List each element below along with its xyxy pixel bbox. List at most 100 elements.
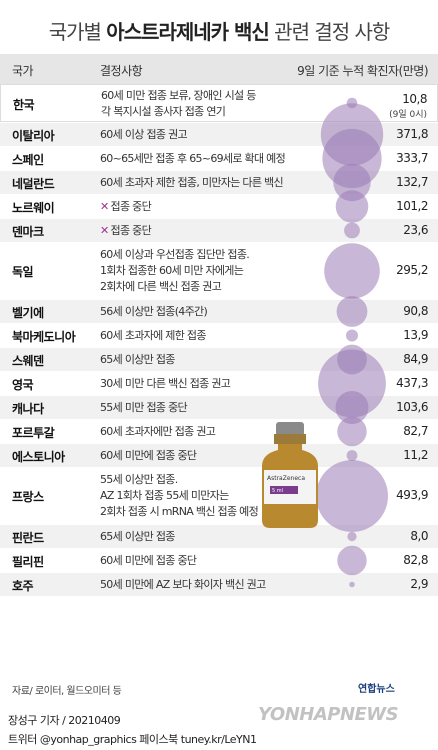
decision-line: 65세 이상만 접종 — [100, 352, 175, 366]
country-label: 필리핀 — [12, 554, 44, 569]
vial-label-brand: AstraZeneca — [267, 475, 305, 482]
decision-text: 30세 미만 다른 백신 접종 권고 — [100, 376, 340, 392]
decision-text: 55세 이상만 접종. AZ 1회차 접종 55세 미만자는 2회차 접종 시 mR… — [100, 472, 340, 520]
decision-text: 56세 이상만 접종(4주간) — [100, 304, 340, 320]
table-row: 핀란드 65세 이상만 접종 8,0 — [0, 525, 438, 548]
decision-line: 56세 이상만 접종(4주간) — [100, 304, 208, 318]
vaccine-vial-image: AstraZeneca 5 ml — [262, 422, 318, 528]
table-row: 독일 60세 이상과 우선접종 집단만 접종. 1회차 접종한 60세 미만 자에게… — [0, 243, 438, 299]
table-row: 포르투갈 60세 초과자에만 접종 권고 82,7 — [0, 420, 438, 443]
decision-line: 60세 미만에 접종 중단 — [100, 448, 197, 462]
decision-line: 60세 이상 접종 권고 — [100, 127, 188, 141]
table-row: 에스토니아 60세 미만에 접종 중단 11,2 — [0, 444, 438, 467]
table-row: 노르웨이 ✕ 접종 중단 101,2 — [0, 195, 438, 218]
decision-line: 65세 이상만 접종 — [100, 529, 175, 543]
vial-label-volume: 5 ml — [272, 488, 283, 494]
table-header: 국가 결정사항 9일 기준 누적 확진자(만명) — [0, 54, 438, 84]
table-row: 프랑스 55세 이상만 접종. AZ 1회차 접종 55세 미만자는 2회차 접종 시… — [0, 468, 438, 524]
yonhap-watermark: YONHAPNEWS — [258, 704, 399, 725]
decision-text: 60세 이상 접종 권고 — [100, 127, 340, 143]
value-label: 2,9 — [410, 576, 428, 591]
decision-text: 60세 이상과 우선접종 집단만 접종. 1회차 접종한 60세 미만 자에게는 2… — [100, 247, 340, 295]
country-label: 북마케도니아 — [12, 329, 76, 344]
header-value: 9일 기준 누적 확진자(만명) — [297, 64, 428, 78]
value-label: 84,9 — [403, 351, 428, 366]
country-label: 노르웨이 — [12, 200, 55, 215]
decision-text: 60세 초과자 제한 접종, 미만자는 다른 백신 — [100, 175, 340, 191]
country-label: 영국 — [12, 377, 34, 392]
value-label: 11,2 — [403, 447, 428, 462]
value-label: 101,2 — [396, 198, 428, 213]
value-label: 13,9 — [403, 327, 428, 342]
country-label: 벨기에 — [12, 305, 44, 320]
decision-text: 60~65세만 접종 후 65~69세로 확대 예정 — [100, 151, 340, 167]
decision-line: 55세 미만 접종 중단 — [100, 400, 188, 414]
decision-text: 65세 이상만 접종 — [100, 352, 340, 368]
decision-text: ✕ 접종 중단 — [100, 223, 340, 239]
value-label: 437,3 — [396, 375, 428, 390]
country-label: 이탈리아 — [12, 128, 55, 143]
country-label: 포르투갈 — [12, 425, 55, 440]
table-row: 호주 50세 미만에 AZ 보다 화이자 백신 권고 2,9 — [0, 573, 438, 596]
country-label: 에스토니아 — [12, 449, 65, 464]
decision-text: 60세 미만에 접종 중단 — [100, 448, 340, 464]
decision-text: 55세 미만 접종 중단 — [100, 400, 340, 416]
decision-text: 50세 미만에 AZ 보다 화이자 백신 권고 — [100, 577, 340, 593]
table-row: 네덜란드 60세 초과자 제한 접종, 미만자는 다른 백신 132,7 — [0, 171, 438, 194]
decision-line: 60세 이상과 우선접종 집단만 접종. — [100, 248, 250, 261]
value-label: 82,7 — [403, 423, 428, 438]
table-row: 캐나다 55세 미만 접종 중단 103,6 — [0, 396, 438, 419]
decision-line: 접종 중단 — [110, 199, 152, 213]
page-title: 국가별 아스트라제네카 백신 관련 결정 사항 — [48, 20, 391, 44]
source-note: 자료/ 로이터, 월드오미터 등 — [12, 686, 122, 697]
decision-text: 60세 미만에 접종 중단 — [100, 553, 340, 569]
table-row: 이탈리아 60세 이상 접종 권고 371,8 — [0, 123, 438, 146]
country-label: 스웨덴 — [12, 353, 44, 368]
decision-line: 60세 초과자에 제한 접종 — [100, 328, 206, 342]
decision-text: 60세 초과자에 제한 접종 — [100, 328, 340, 344]
value-label: 90,8 — [403, 303, 428, 318]
decision-line: 60세 초과자 제한 접종, 미만자는 다른 백신 — [100, 175, 284, 189]
table-row: 스페인 60~65세만 접종 후 65~69세로 확대 예정 333,7 — [0, 147, 438, 170]
table-row: 영국 30세 미만 다른 백신 접종 권고 437,3 — [0, 372, 438, 395]
value-label: 295,2 — [396, 263, 428, 277]
value-label: 8,0 — [410, 528, 428, 543]
decision-line: AZ 1회차 접종 55세 미만자는 — [100, 489, 229, 502]
country-label: 한국 — [13, 98, 35, 112]
header-country: 국가 — [12, 64, 34, 78]
decision-line: 60세 미만에 접종 중단 — [100, 553, 197, 567]
decision-line: 1회차 접종한 60세 미만 자에게는 — [100, 264, 244, 277]
value-sublabel: (9일 0시) — [389, 110, 427, 120]
table-row: 북마케도니아 60세 초과자에 제한 접종 13,9 — [0, 324, 438, 347]
decision-line: 2회차에 다른 백신 접종 권고 — [100, 280, 222, 293]
country-label: 캐나다 — [12, 401, 44, 416]
decision-text: 60세 초과자에만 접종 권고 — [100, 424, 340, 440]
suspended-x-icon: ✕ — [100, 223, 109, 237]
decision-text: ✕ 접종 중단 — [100, 199, 340, 215]
decision-line: 60세 초과자에만 접종 권고 — [100, 424, 216, 438]
value-label: 371,8 — [396, 126, 428, 141]
table-row: 스웨덴 65세 이상만 접종 84,9 — [0, 348, 438, 371]
country-label: 프랑스 — [12, 490, 44, 504]
value-label: 333,7 — [396, 150, 428, 165]
country-label: 호주 — [12, 578, 34, 593]
social-line: 트위터 @yonhap_graphics 페이스북 tuney.kr/LeYN1 — [8, 733, 257, 746]
country-label: 네덜란드 — [12, 176, 55, 191]
reporter-line: 장성구 기자 / 20210409 — [8, 714, 121, 727]
country-label: 핀란드 — [12, 530, 44, 545]
value-label: 493,9 — [396, 488, 428, 502]
decision-line: 60~65세만 접종 후 65~69세로 확대 예정 — [100, 151, 286, 165]
decision-line: 60세 미만 접종 보류, 장애인 시설 등 — [101, 89, 256, 102]
header-decision: 결정사항 — [100, 64, 143, 78]
decision-line: 55세 이상만 접종. — [100, 473, 178, 486]
value-label: 10,8 — [402, 92, 427, 106]
table-row: 필리핀 60세 미만에 접종 중단 82,8 — [0, 549, 438, 572]
country-label: 덴마크 — [12, 224, 44, 239]
table-row: 벨기에 56세 이상만 접종(4주간) 90,8 — [0, 300, 438, 323]
value-label: 23,6 — [403, 222, 428, 237]
yonhap-logo-small: 연합뉴스 — [358, 684, 395, 695]
value-label: 103,6 — [396, 399, 428, 414]
suspended-x-icon: ✕ — [100, 199, 109, 213]
